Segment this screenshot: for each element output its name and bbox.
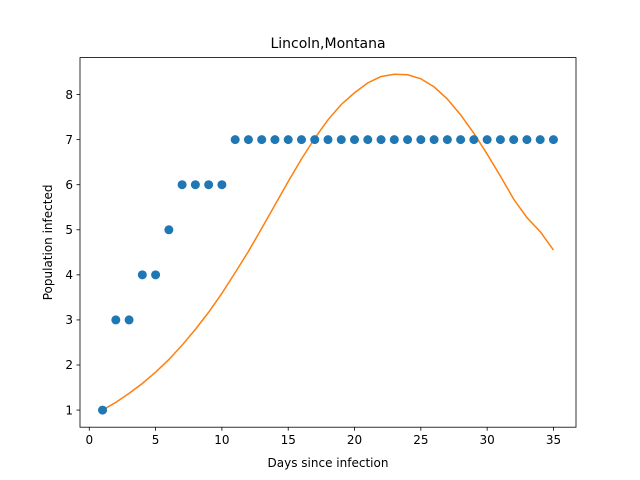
scatter-point xyxy=(137,270,147,280)
y-tick-label: 5 xyxy=(65,223,73,237)
x-tick-label: 10 xyxy=(214,433,229,447)
scatter-point xyxy=(323,135,333,145)
scatter-point xyxy=(495,135,505,145)
y-axis-label: Population infected xyxy=(41,185,55,301)
plot-frame xyxy=(79,57,577,428)
scatter-point xyxy=(111,315,121,325)
scatter-point xyxy=(270,135,280,145)
plot-background xyxy=(80,57,576,428)
x-axis-label: Days since infection xyxy=(268,456,389,470)
x-tick-label: 30 xyxy=(480,433,495,447)
scatter-point xyxy=(522,135,532,145)
scatter-point xyxy=(442,135,452,145)
scatter-point xyxy=(151,270,161,280)
scatter-point xyxy=(124,315,134,325)
scatter-point xyxy=(416,135,426,145)
scatter-point xyxy=(363,135,373,145)
scatter-point xyxy=(469,135,479,145)
x-axis-ticks: 0 5 10 15 20 25 30 35 xyxy=(85,427,561,447)
scatter-point xyxy=(283,135,293,145)
y-tick-label: 8 xyxy=(65,88,73,102)
scatter-point xyxy=(336,135,346,145)
y-axis-ticks: 1 2 3 4 5 6 7 8 xyxy=(65,88,80,417)
scatter-point xyxy=(403,135,413,145)
scatter-point xyxy=(190,180,200,190)
scatter-point xyxy=(296,135,306,145)
scatter-series-layer xyxy=(98,135,558,415)
x-tick-label: 0 xyxy=(85,433,93,447)
scatter-point xyxy=(376,135,386,145)
y-tick-label: 6 xyxy=(65,178,73,192)
x-tick-label: 25 xyxy=(413,433,428,447)
scatter-point xyxy=(389,135,399,145)
y-tick-label: 7 xyxy=(65,133,73,147)
scatter-point xyxy=(456,135,466,145)
x-tick-label: 15 xyxy=(281,433,296,447)
scatter-point xyxy=(164,225,174,235)
scatter-point xyxy=(98,405,108,415)
y-tick-label: 3 xyxy=(65,313,73,327)
scatter-point xyxy=(257,135,267,145)
scatter-point xyxy=(204,180,214,190)
scatter-point xyxy=(548,135,558,145)
scatter-point xyxy=(509,135,519,145)
scatter-point xyxy=(535,135,545,145)
scatter-point xyxy=(230,135,240,145)
scatter-point xyxy=(429,135,439,145)
chart-title: Lincoln,Montana xyxy=(270,36,385,52)
scatter-point xyxy=(177,180,187,190)
scatter-point xyxy=(243,135,253,145)
x-tick-label: 5 xyxy=(152,433,160,447)
scatter-point xyxy=(350,135,360,145)
x-tick-label: 20 xyxy=(347,433,362,447)
scatter-point xyxy=(310,135,320,145)
y-tick-label: 4 xyxy=(65,268,73,282)
scatter-point xyxy=(217,180,227,190)
x-tick-label: 35 xyxy=(546,433,561,447)
y-tick-label: 1 xyxy=(65,403,73,417)
scatter-point xyxy=(482,135,492,145)
y-tick-label: 2 xyxy=(65,358,73,372)
